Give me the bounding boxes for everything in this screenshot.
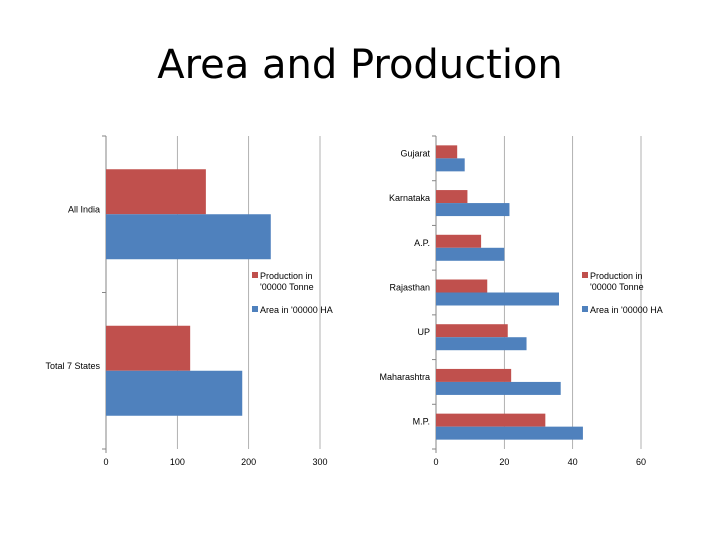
legend-swatch (252, 272, 258, 278)
x-tick-label: 100 (170, 457, 185, 467)
legend-label: Area in '00000 HA (590, 305, 663, 315)
legend-label: Area in '00000 HA (260, 305, 333, 315)
category-label: Maharashtra (379, 372, 430, 382)
legend-label-line: Area in '00000 HA (260, 305, 333, 315)
legend-label: Production in '00000 Tonne (590, 271, 644, 292)
x-tick-label: 40 (568, 457, 578, 467)
bar-production (436, 324, 508, 337)
legend-swatch (582, 272, 588, 278)
category-label: Total 7 States (45, 361, 100, 371)
bar-area (106, 371, 242, 416)
legend-label-line: Area in '00000 HA (590, 305, 663, 315)
legend-swatch (582, 306, 588, 312)
legend-swatch (252, 306, 258, 312)
legend-label-line: '00000 Tonne (260, 282, 314, 292)
x-tick-label: 0 (433, 457, 438, 467)
x-tick-label: 20 (499, 457, 509, 467)
category-label: Gujarat (400, 148, 430, 158)
bar-area (436, 427, 583, 440)
bar-area (436, 158, 465, 171)
category-label: All India (68, 204, 100, 214)
category-label: Rajasthan (389, 283, 430, 293)
bar-production (106, 169, 206, 214)
legend-label: Production in '00000 Tonne (260, 271, 314, 292)
bar-production (436, 414, 545, 427)
x-tick-label: 60 (636, 457, 646, 467)
legend-label-line: Production in (590, 271, 643, 281)
bar-production (436, 280, 487, 293)
bar-production (436, 145, 457, 158)
bar-area (436, 337, 527, 350)
bar-area (106, 214, 271, 259)
x-tick-label: 200 (241, 457, 256, 467)
chart-1: 0 100 200 300 All India Total 7 States Product… (45, 136, 332, 467)
chart-2: 0 20 40 60 Gujarat Karnataka A.P. Rajasthan UP Ma… (379, 136, 662, 467)
category-label: UP (417, 327, 430, 337)
bar-production (436, 190, 467, 203)
x-tick-label: 300 (312, 457, 327, 467)
legend: Production in '00000 Tonne Area in '00000 … (252, 271, 333, 315)
bar-area (436, 293, 559, 306)
bar-production (106, 326, 190, 371)
bar-area (436, 382, 561, 395)
bar-area (436, 248, 504, 261)
bar-production (436, 235, 481, 248)
x-tick-label: 0 (103, 457, 108, 467)
category-label: Karnataka (389, 193, 430, 203)
legend-label-line: '00000 Tonne (590, 282, 644, 292)
legend: Production in '00000 Tonne Area in '00000 … (582, 271, 663, 315)
legend-label-line: Production in (260, 271, 313, 281)
category-label: M.P. (413, 417, 430, 427)
bar-production (436, 369, 511, 382)
bar-area (436, 203, 509, 216)
category-label: A.P. (414, 238, 430, 248)
